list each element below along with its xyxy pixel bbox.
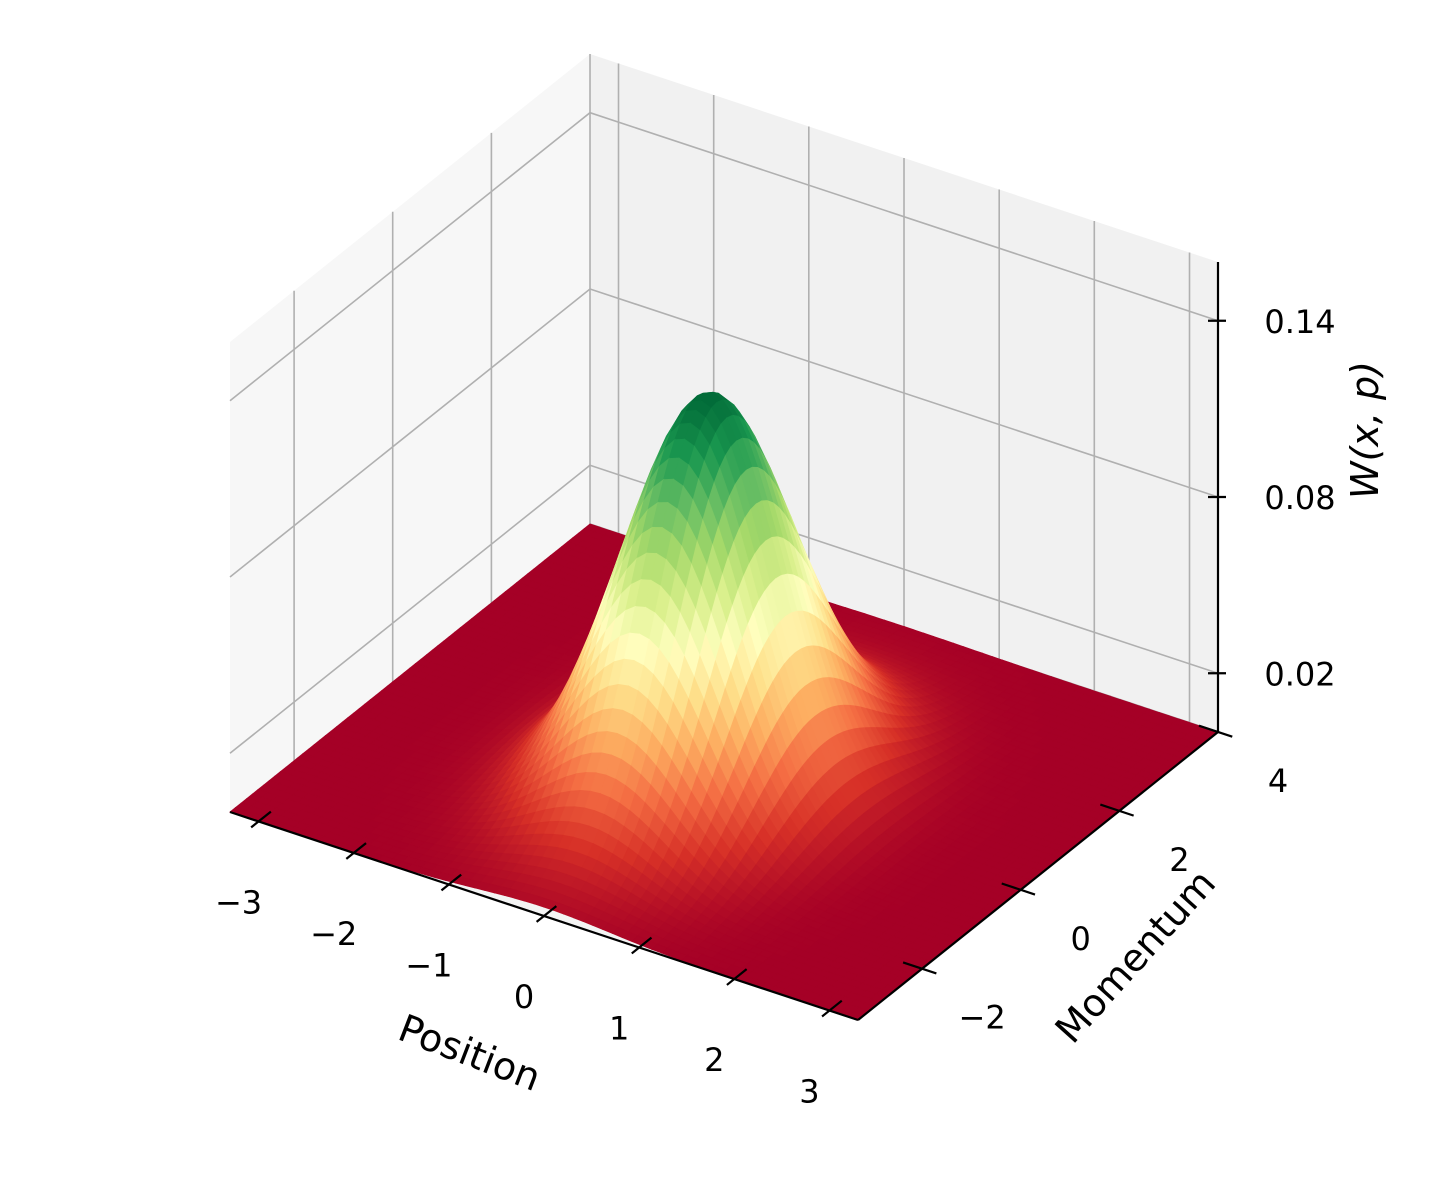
x-tick-label: −1	[405, 946, 452, 984]
x-tick-label: −2	[310, 915, 357, 953]
x-tick-label: −3	[215, 883, 262, 921]
y-tick-label: 4	[1268, 762, 1288, 800]
surface	[229, 391, 1219, 1021]
x-tick-label: 3	[799, 1073, 819, 1111]
z-tick-label: 0.14	[1264, 303, 1335, 341]
z-gridline	[229, 464, 1219, 754]
z-gridline	[229, 288, 1219, 578]
z-gridline	[229, 111, 1219, 402]
y-tick-label: 0	[1071, 920, 1091, 958]
x-tick-label: 1	[609, 1010, 629, 1048]
z-tick-label: 0.02	[1264, 655, 1335, 693]
x-tick-label: 0	[514, 978, 534, 1016]
y-tick-label: −2	[959, 999, 1006, 1037]
x-axis-title: Position	[393, 1006, 547, 1100]
x-tick-label: 2	[704, 1041, 724, 1079]
z-axis-title: W(x, p)	[1343, 361, 1387, 499]
z-tick-label: 0.08	[1264, 479, 1335, 517]
